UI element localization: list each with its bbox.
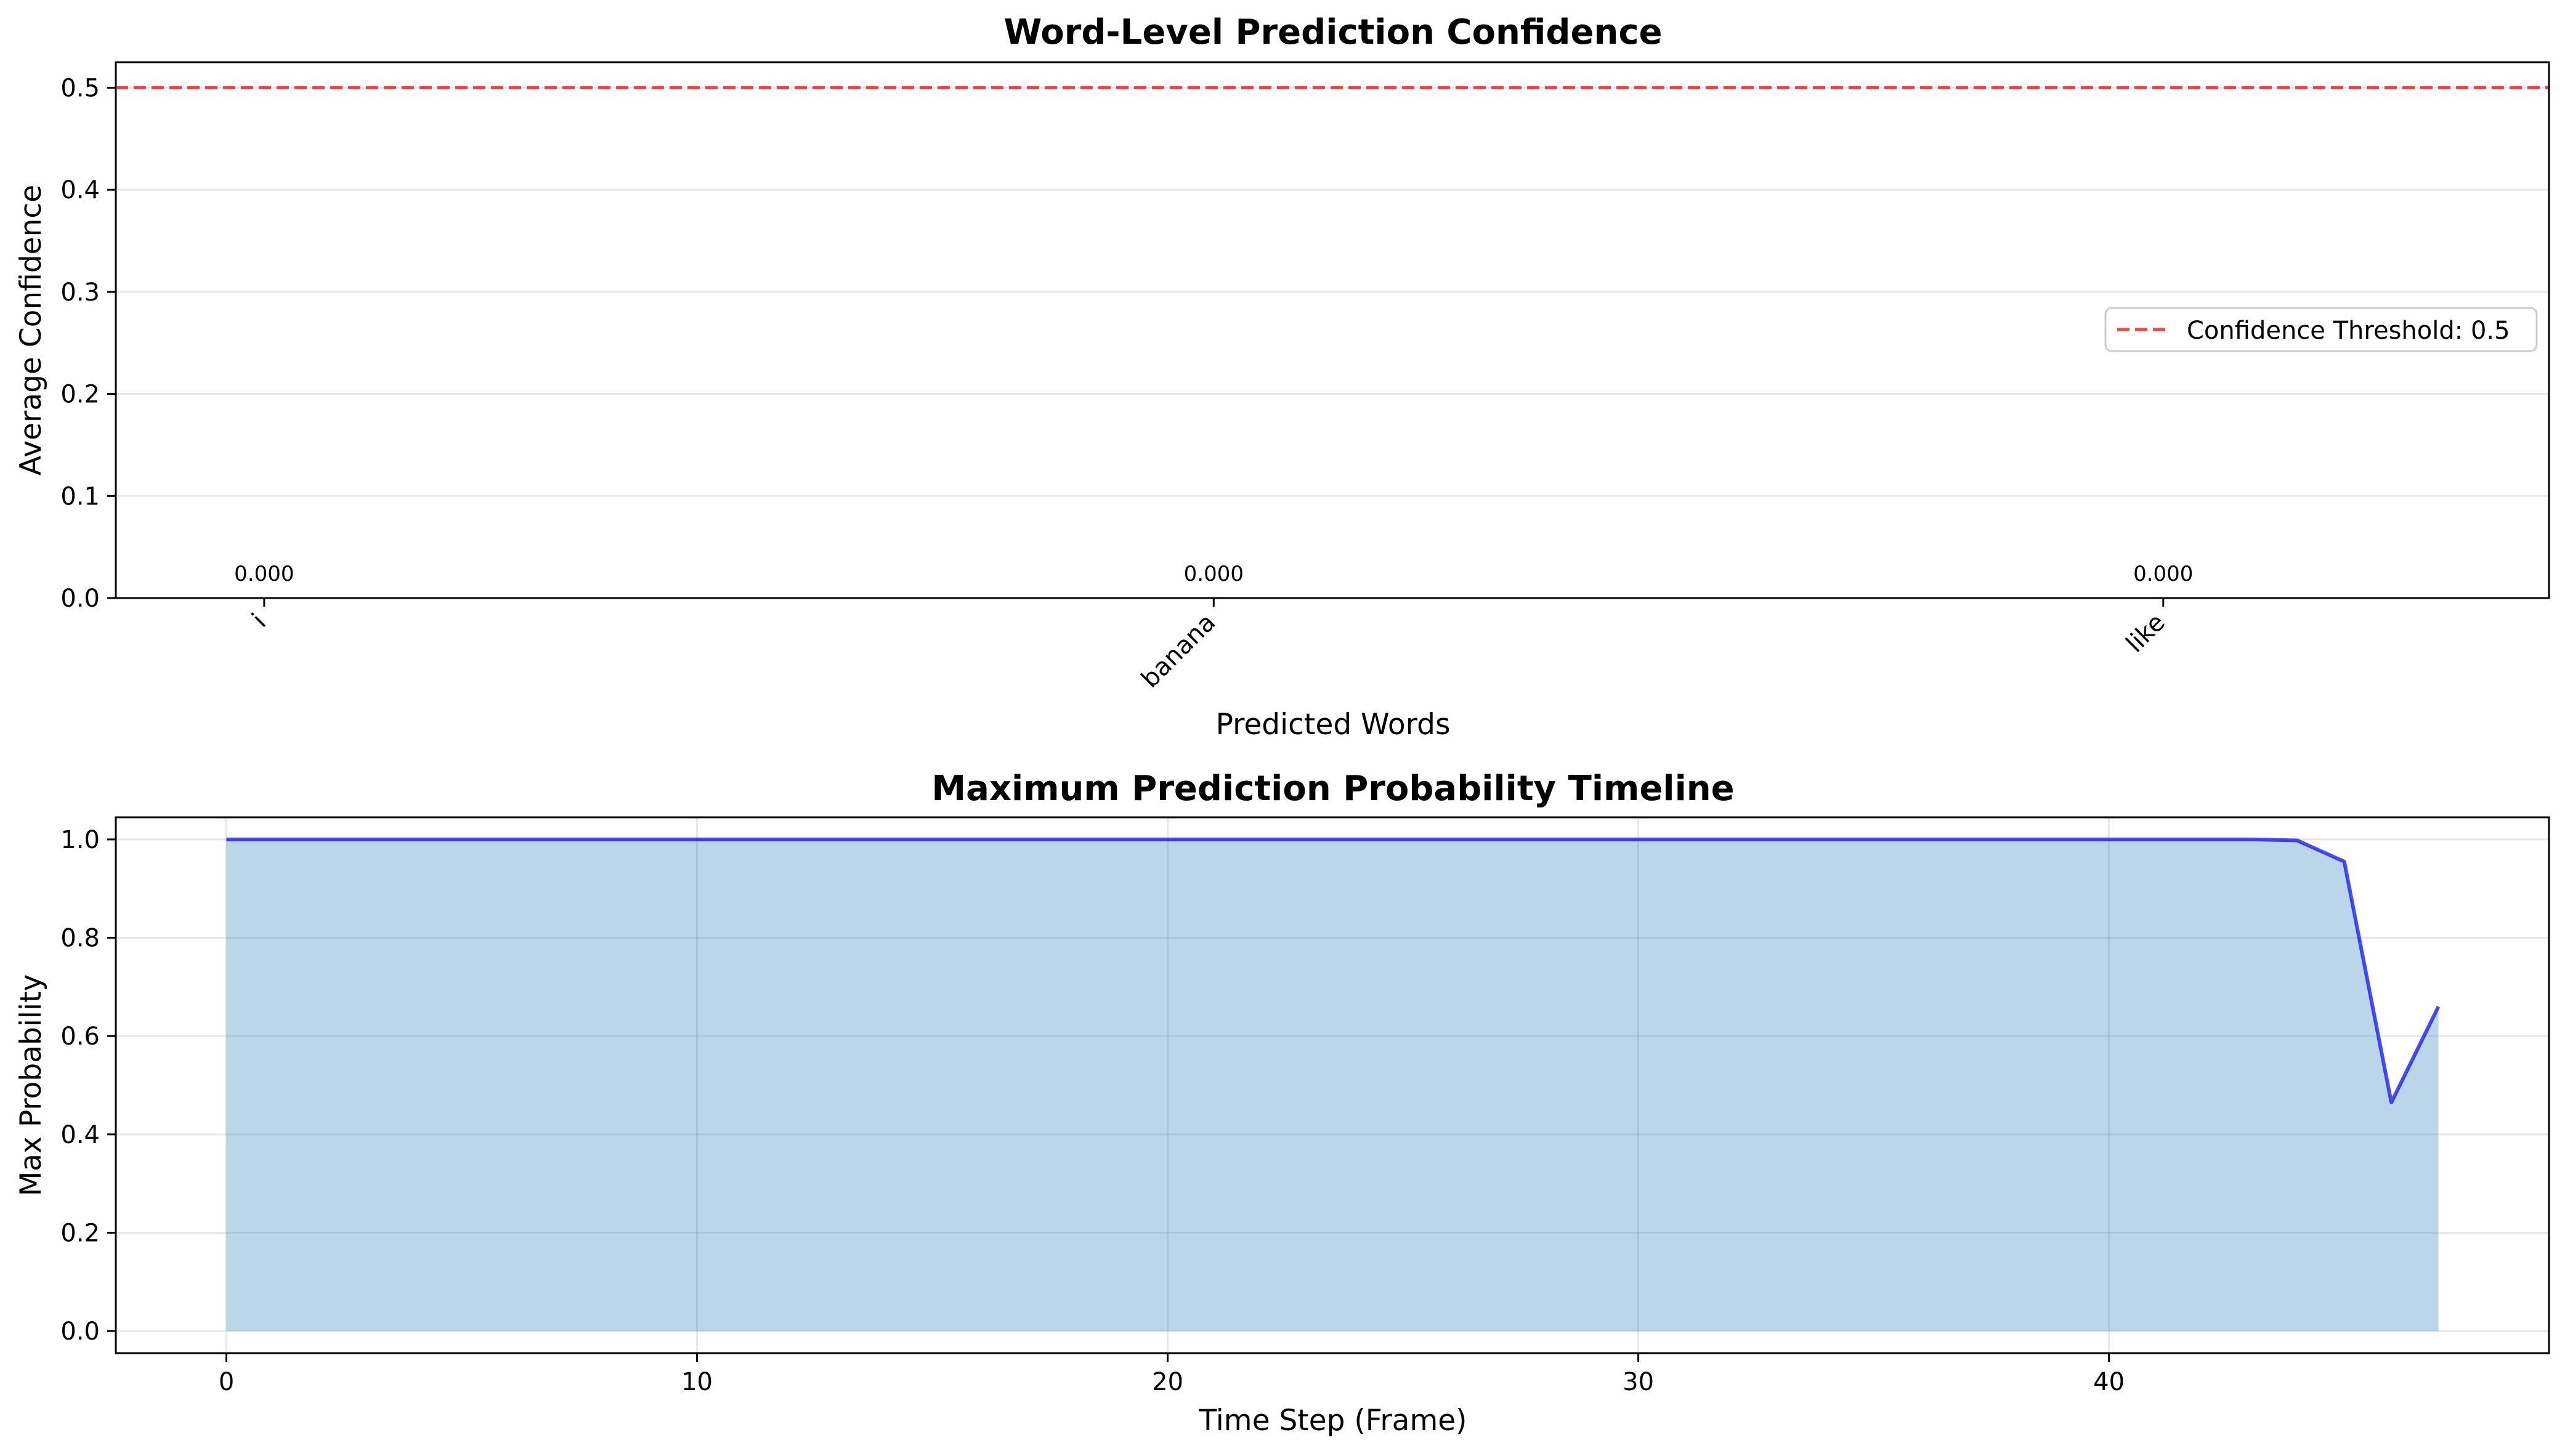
chart1-bar-value-label: 0.000 (2133, 562, 2193, 586)
chart2-x-tick-label: 10 (681, 1368, 713, 1396)
chart1-x-axis-label: Predicted Words (1216, 708, 1451, 742)
chart1-bar-value-label: 0.000 (234, 562, 294, 586)
chart2-y-axis-label: Max Probability (14, 974, 48, 1197)
chart1-y-tick-label: 0.0 (60, 584, 100, 613)
chart1-y-tick-label: 0.4 (60, 176, 100, 204)
chart1-legend-box (2104, 307, 2538, 352)
chart2-y-tick-label: 0.2 (60, 1219, 100, 1247)
chart2-y-tick-label: 0.0 (60, 1317, 100, 1346)
chart2-x-tick-label: 0 (219, 1368, 234, 1396)
chart1-y-tick-label: 0.5 (60, 74, 100, 102)
chart2-x-tick-label: 40 (2093, 1368, 2125, 1396)
chart1-y-axis-label: Average Confidence (14, 185, 48, 475)
chart2-x-tick-label: 30 (1623, 1368, 1654, 1396)
chart1-title: Word-Level Prediction Confidence (1003, 12, 1662, 52)
chart1-legend-threshold-label: Confidence Threshold: 0.5 (2187, 317, 2510, 345)
chart2-y-tick-label: 0.8 (60, 924, 100, 953)
chart1-y-tick-label: 0.2 (60, 381, 100, 409)
chart2-x-tick-label: 20 (1152, 1368, 1183, 1396)
chart2-y-ticks: 0.0 0.2 0.4 0.6 0.8 1.0 (60, 826, 116, 1346)
chart2-probability-line (226, 837, 2441, 1104)
chart2-y-tick-label: 0.4 (60, 1121, 100, 1149)
chart2-x-axis-label: Time Step (Frame) (1198, 1404, 1467, 1438)
chart1-axes-frame (115, 61, 2550, 599)
chart2-y-tick-label: 1.0 (60, 826, 100, 854)
chart1-y-ticks: 0.0 0.1 0.2 0.3 0.4 0.5 (60, 74, 116, 613)
chart1-legend: Confidence Threshold: 0.5 (2104, 307, 2538, 352)
chart1-value-labels: 0.000 0.000 0.000 (234, 562, 2193, 586)
chart2-x-ticks: 0 10 20 30 40 (219, 1353, 2125, 1396)
chart2-axes-frame (115, 816, 2550, 1354)
chart1-y-tick-label: 0.3 (60, 278, 100, 307)
word-confidence-chart: Word-Level Prediction Confidence 0.000 0.… (14, 12, 2550, 742)
chart2-y-tick-label: 0.6 (60, 1022, 100, 1051)
chart1-bar-value-label: 0.000 (1184, 562, 1244, 586)
max-probability-chart: Maximum Prediction Probability Timeline … (14, 769, 2550, 1438)
chart1-y-tick-label: 0.1 (60, 482, 100, 511)
chart2-title: Maximum Prediction Probability Timeline (931, 769, 1734, 809)
chart2-probability-area (226, 839, 2439, 1332)
